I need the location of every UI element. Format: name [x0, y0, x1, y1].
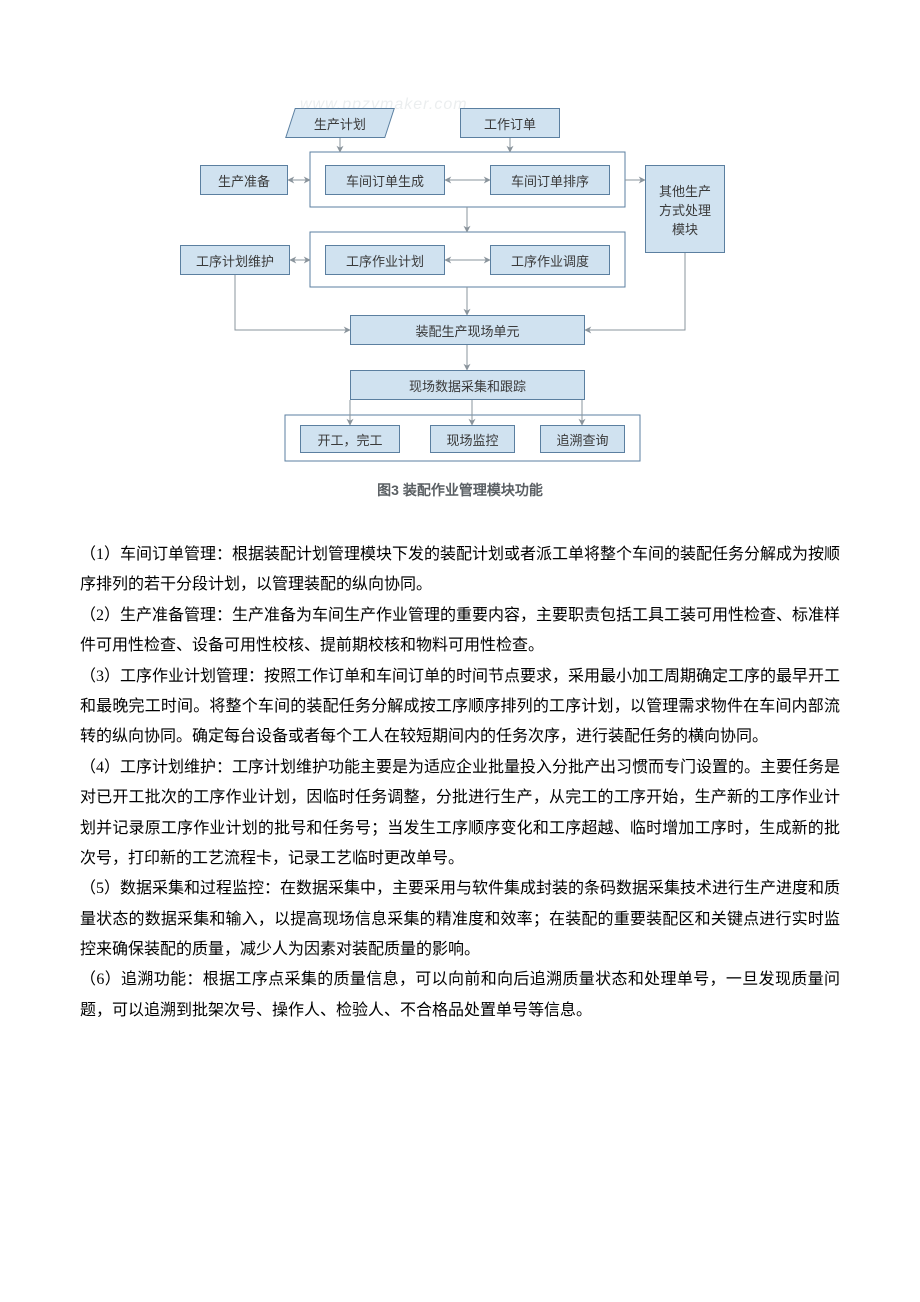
node-data-coll: 现场数据采集和跟踪 — [350, 370, 585, 400]
body-text: （1）车间订单管理：根据装配计划管理模块下发的装配计划或者派工单将整个车间的装配… — [80, 540, 840, 1026]
paragraph: （4）工序计划维护：工序计划维护功能主要是为适应企业批量投入分批产出习惯而专门设… — [80, 753, 840, 875]
diagram-caption: 图3 装配作业管理模块功能 — [80, 480, 840, 500]
node-op-sched: 工序作业调度 — [490, 245, 610, 275]
node-work-order: 工作订单 — [460, 108, 560, 138]
paragraph: （2）生产准备管理：生产准备为车间生产作业管理的重要内容，主要职责包括工具工装可… — [80, 601, 840, 662]
paragraph: （3）工序作业计划管理：按照工作订单和车间订单的时间节点要求，采用最小加工周期确… — [80, 662, 840, 753]
node-prod-prep: 生产准备 — [200, 165, 288, 195]
node-op-plan: 工序作业计划 — [325, 245, 445, 275]
node-site-unit: 装配生产现场单元 — [350, 315, 585, 345]
paragraph: （6）追溯功能：根据工序点采集的质量信息，可以向前和向后追溯质量状态和处理单号，… — [80, 965, 840, 1026]
node-prod-plan: 生产计划 — [285, 108, 395, 138]
paragraph: （1）车间订单管理：根据装配计划管理模块下发的装配计划或者派工单将整个车间的装配… — [80, 540, 840, 601]
paragraph: （5）数据采集和过程监控：在数据采集中，主要采用与软件集成封装的条码数据采集技术… — [80, 874, 840, 965]
node-other-mod: 其他生产 方式处理 模块 — [645, 165, 725, 253]
node-trace-q: 追溯查询 — [540, 425, 625, 453]
node-start-end: 开工，完工 — [300, 425, 400, 453]
node-plan-maint: 工序计划维护 — [180, 245, 290, 275]
node-order-sort: 车间订单排序 — [490, 165, 610, 195]
node-order-gen: 车间订单生成 — [325, 165, 445, 195]
flowchart-diagram: www.ppzymaker.com生产计划工作订单生产准备车间订单生成车间订单排… — [180, 90, 740, 470]
flowchart-svg — [180, 90, 740, 470]
node-site-mon: 现场监控 — [430, 425, 515, 453]
